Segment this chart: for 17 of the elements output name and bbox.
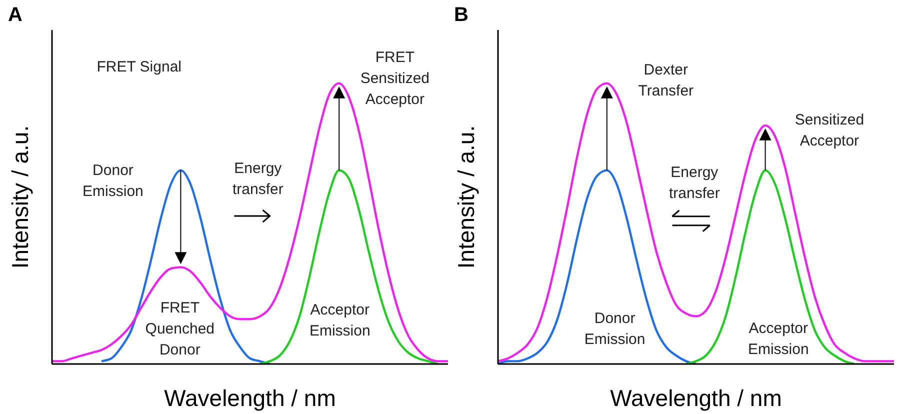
text: FRET Signal [96, 58, 182, 76]
x-axis-title: Wavelength / nm [610, 385, 782, 411]
annotation: Dexter Transfer [638, 61, 694, 100]
annotation: Acceptor Emission [748, 320, 809, 358]
x-axis-title: Wavelength / nm [164, 385, 336, 411]
annotation: Energy transfer [232, 160, 284, 198]
annotation: FRET Quenched Donor [145, 300, 215, 359]
annotation: Donor Emission [584, 310, 646, 348]
annotation: Acceptor Emission [309, 301, 370, 340]
y-axis-title: Intensity / a.u. [453, 125, 480, 269]
chart-title: A [8, 4, 22, 27]
annotation: Energy transfer [668, 164, 720, 202]
y-axis-title: Intensity / a.u. [7, 125, 34, 269]
annotation: Sensitized Acceptor [794, 112, 864, 150]
annotation: FRET Sensitized Acceptor [360, 48, 430, 108]
chart-title: B [454, 4, 468, 27]
annotation: Donor Emission [82, 162, 144, 200]
